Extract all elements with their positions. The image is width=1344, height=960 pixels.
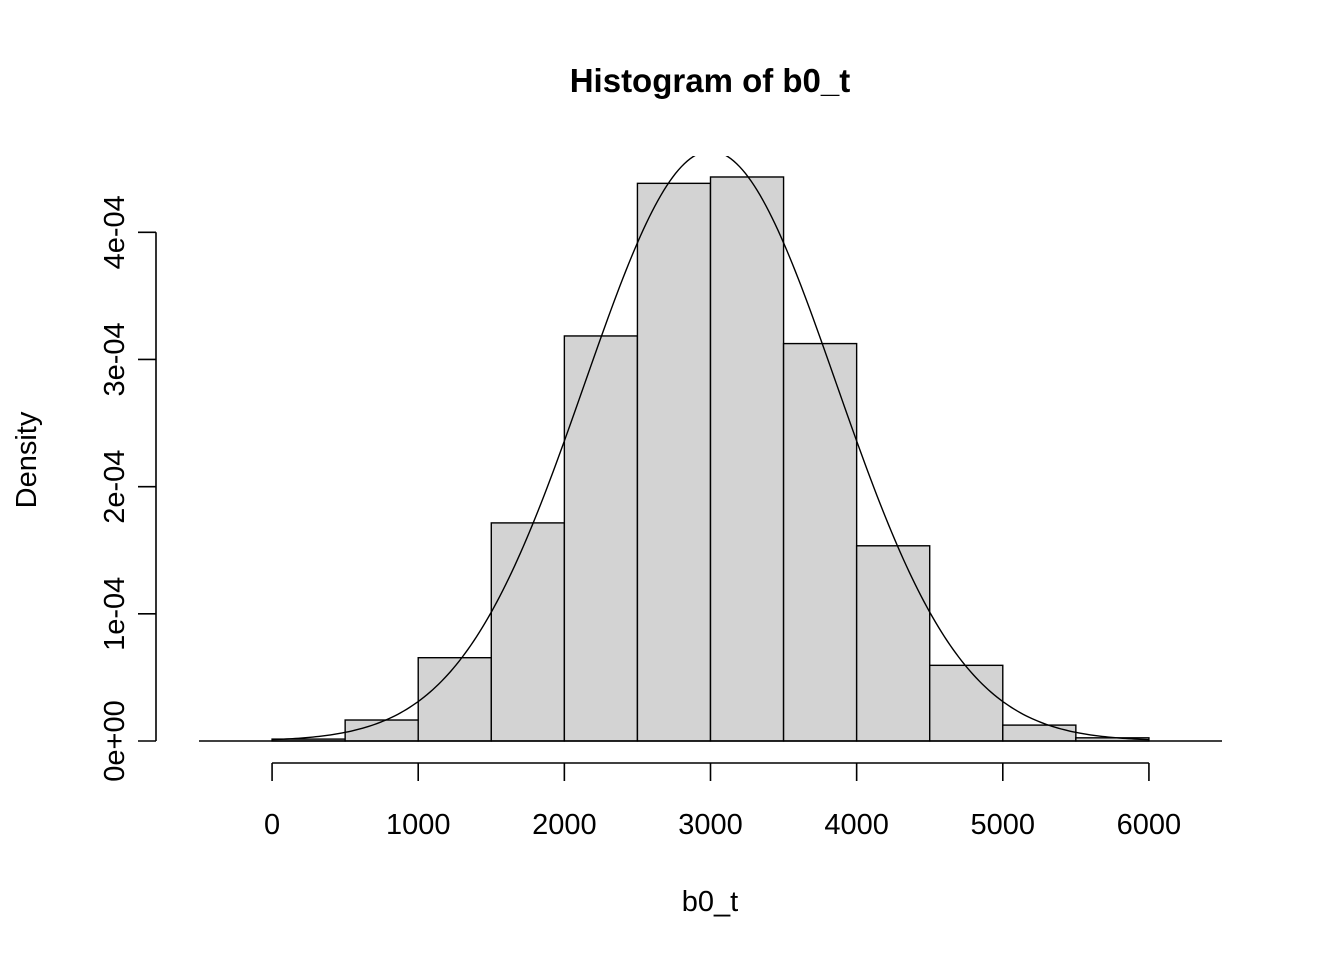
density-curve bbox=[272, 156, 1149, 741]
histogram-bar bbox=[782, 342, 858, 742]
density-curve-group bbox=[272, 156, 1149, 741]
histogram-bar bbox=[490, 522, 566, 742]
y-tick-label: 1e-04 bbox=[99, 577, 131, 651]
histogram-bar bbox=[563, 335, 639, 742]
histogram-bar bbox=[929, 664, 1004, 742]
x-tick-label: 6000 bbox=[1117, 809, 1182, 841]
histogram-bar bbox=[417, 657, 492, 742]
histogram-bar bbox=[1002, 724, 1077, 742]
x-tick-label: 5000 bbox=[971, 809, 1036, 841]
x-tick-label: 3000 bbox=[678, 809, 743, 841]
histogram-bars bbox=[199, 176, 1222, 742]
y-tick-label: 4e-04 bbox=[99, 195, 131, 269]
y-tick-label: 0e+00 bbox=[99, 700, 131, 781]
chart-title: Histogram of b0_t bbox=[570, 62, 851, 99]
histogram-bar bbox=[636, 182, 712, 742]
y-axis: 0e+00 1e-04 2e-04 3e-04 4e-04 bbox=[99, 195, 157, 782]
histogram-bar bbox=[855, 545, 931, 742]
y-tick-label: 2e-04 bbox=[99, 450, 131, 524]
x-axis: 0 1000 2000 3000 4000 5000 6000 bbox=[264, 762, 1182, 841]
x-tick-label: 4000 bbox=[824, 809, 889, 841]
histogram-bar bbox=[709, 176, 785, 742]
x-axis-label: b0_t bbox=[682, 886, 738, 918]
y-tick-label: 3e-04 bbox=[99, 322, 131, 396]
y-axis-label: Density bbox=[11, 411, 43, 508]
x-tick-label: 1000 bbox=[386, 809, 451, 841]
x-tick-label: 2000 bbox=[532, 809, 597, 841]
x-tick-label: 0 bbox=[264, 809, 280, 841]
